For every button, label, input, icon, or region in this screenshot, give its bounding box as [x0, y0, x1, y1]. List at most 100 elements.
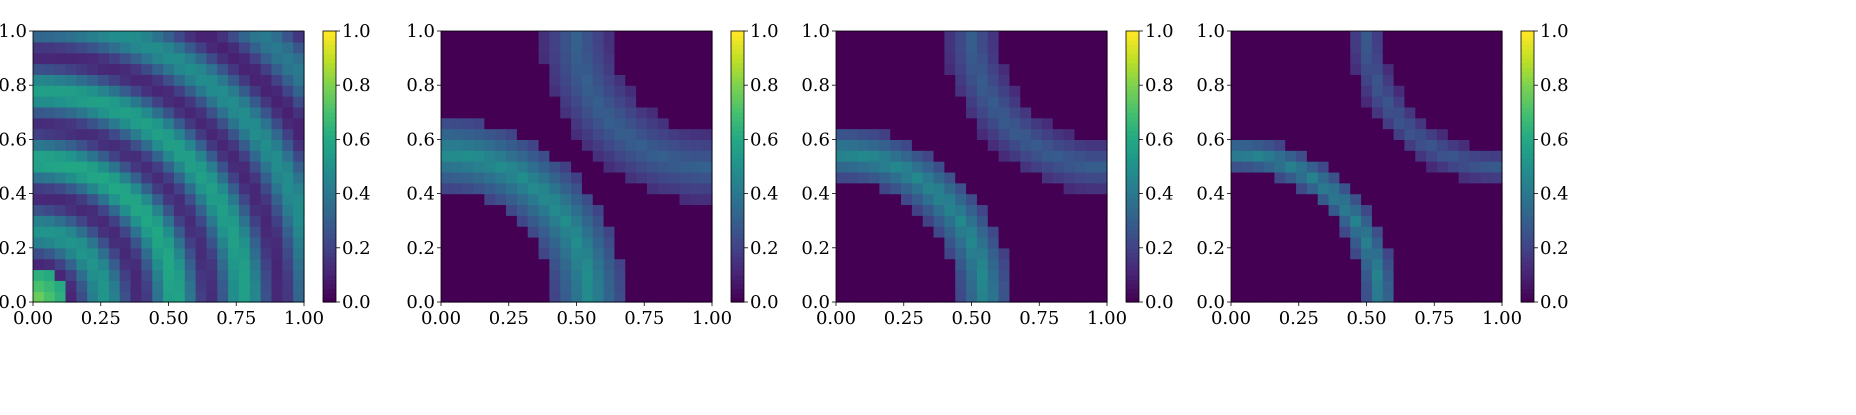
heatmap-cell	[130, 247, 142, 260]
heatmap-cell	[130, 258, 142, 271]
heatmap-cell	[1361, 139, 1373, 151]
heatmap-cell	[1296, 117, 1308, 130]
colorbar-segment	[1521, 234, 1534, 240]
heatmap-cell	[657, 258, 670, 271]
heatmap-cell	[451, 161, 464, 173]
heatmap-cell	[1404, 161, 1416, 173]
heatmap-cell	[65, 182, 77, 195]
colorbar-segment	[1126, 80, 1139, 86]
heatmap-cell	[966, 128, 978, 140]
heatmap-cell	[592, 226, 605, 238]
heatmap-cell	[206, 193, 218, 206]
heatmap-cell	[206, 150, 218, 162]
heatmap-cell	[130, 280, 142, 292]
colorbar-segment	[731, 85, 744, 91]
colorbar-segment	[1126, 175, 1139, 181]
heatmap-cell	[271, 182, 283, 195]
heatmap-cell	[846, 117, 859, 130]
heatmap-cell	[1361, 117, 1373, 130]
heatmap-cell	[846, 215, 859, 227]
heatmap-cell	[868, 139, 880, 151]
colorbar-segment	[731, 80, 744, 86]
heatmap-cell	[173, 280, 186, 292]
heatmap-cell	[1231, 236, 1243, 249]
heatmap-cell	[836, 258, 848, 271]
heatmap-cell	[141, 117, 153, 130]
heatmap-cell	[571, 171, 583, 184]
heatmap-cell	[966, 31, 978, 43]
colorbar-tick-label: 0.6	[750, 129, 779, 150]
heatmap-cell	[217, 193, 229, 206]
heatmap-cell	[701, 291, 713, 303]
heatmap-cell	[1274, 96, 1286, 108]
heatmap-cell	[646, 139, 659, 151]
heatmap-cell	[857, 150, 870, 162]
colorbar-segment	[1521, 220, 1534, 226]
heatmap-cell	[1350, 215, 1362, 227]
heatmap-cell	[33, 215, 45, 227]
colorbar-segment	[1521, 252, 1534, 258]
heatmap-cell	[846, 150, 859, 162]
heatmap-cell	[987, 150, 1000, 162]
colorbar-segment	[1126, 67, 1139, 73]
heatmap-cell	[152, 204, 164, 216]
colorbar-segment	[323, 112, 336, 118]
heatmap-cell	[451, 226, 464, 238]
colorbar-segment	[731, 94, 744, 100]
heatmap-cell	[1231, 31, 1243, 43]
colorbar-segment	[731, 116, 744, 122]
heatmap-cell	[1296, 247, 1308, 260]
heatmap-cell	[868, 41, 880, 54]
heatmap-cell	[1252, 280, 1265, 292]
heatmap-cell	[1361, 106, 1373, 119]
heatmap-cell	[238, 85, 251, 97]
heatmap-cell	[1052, 106, 1065, 119]
heatmap-cell	[152, 128, 164, 140]
heatmap-cell	[944, 106, 956, 119]
heatmap-cell	[173, 74, 186, 86]
heatmap-cell	[1491, 215, 1503, 227]
heatmap-cell	[130, 106, 142, 119]
heatmap-cell	[173, 204, 186, 216]
heatmap-cell	[1404, 85, 1416, 97]
heatmap-cell	[87, 150, 99, 162]
heatmap-cell	[260, 117, 273, 130]
heatmap-cell	[119, 63, 132, 75]
heatmap-cell	[836, 280, 848, 292]
heatmap-cell	[238, 247, 251, 260]
heatmap-cell	[679, 41, 691, 54]
heatmap-cell	[249, 41, 262, 54]
heatmap-cell	[1404, 31, 1416, 43]
heatmap-cell	[130, 150, 142, 162]
heatmap-cell	[1469, 96, 1481, 108]
heatmap-cell	[592, 96, 605, 108]
heatmap-cell	[441, 150, 453, 162]
heatmap-cell	[857, 106, 870, 119]
heatmap-cell	[173, 85, 186, 97]
heatmap-cell	[1231, 171, 1243, 184]
heatmap-cell	[1252, 247, 1265, 260]
heatmap-cell	[646, 128, 659, 140]
heatmap-cell	[690, 74, 702, 86]
heatmap-cell	[998, 236, 1011, 249]
heatmap-cell	[1231, 74, 1243, 86]
heatmap-cell	[484, 182, 496, 195]
colorbar-segment	[323, 148, 336, 154]
colorbar-segment	[731, 288, 744, 294]
heatmap-cell	[955, 85, 967, 97]
heatmap-cell	[293, 139, 305, 151]
heatmap-cell	[1096, 106, 1108, 119]
heatmap-cell	[690, 150, 702, 162]
heatmap-cell	[701, 52, 713, 65]
heatmap-cell	[592, 236, 605, 249]
heatmap-cell	[571, 182, 583, 195]
heatmap-cell	[249, 74, 262, 86]
heatmap-cell	[87, 128, 99, 140]
y-tick-label: 0.8	[801, 75, 830, 96]
heatmap-cell	[1404, 269, 1416, 281]
colorbar-segment	[1521, 67, 1534, 73]
heatmap-cell	[451, 182, 464, 195]
heatmap-cell	[1063, 85, 1076, 97]
heatmap-cell	[65, 269, 77, 281]
heatmap-cell	[1306, 161, 1319, 173]
